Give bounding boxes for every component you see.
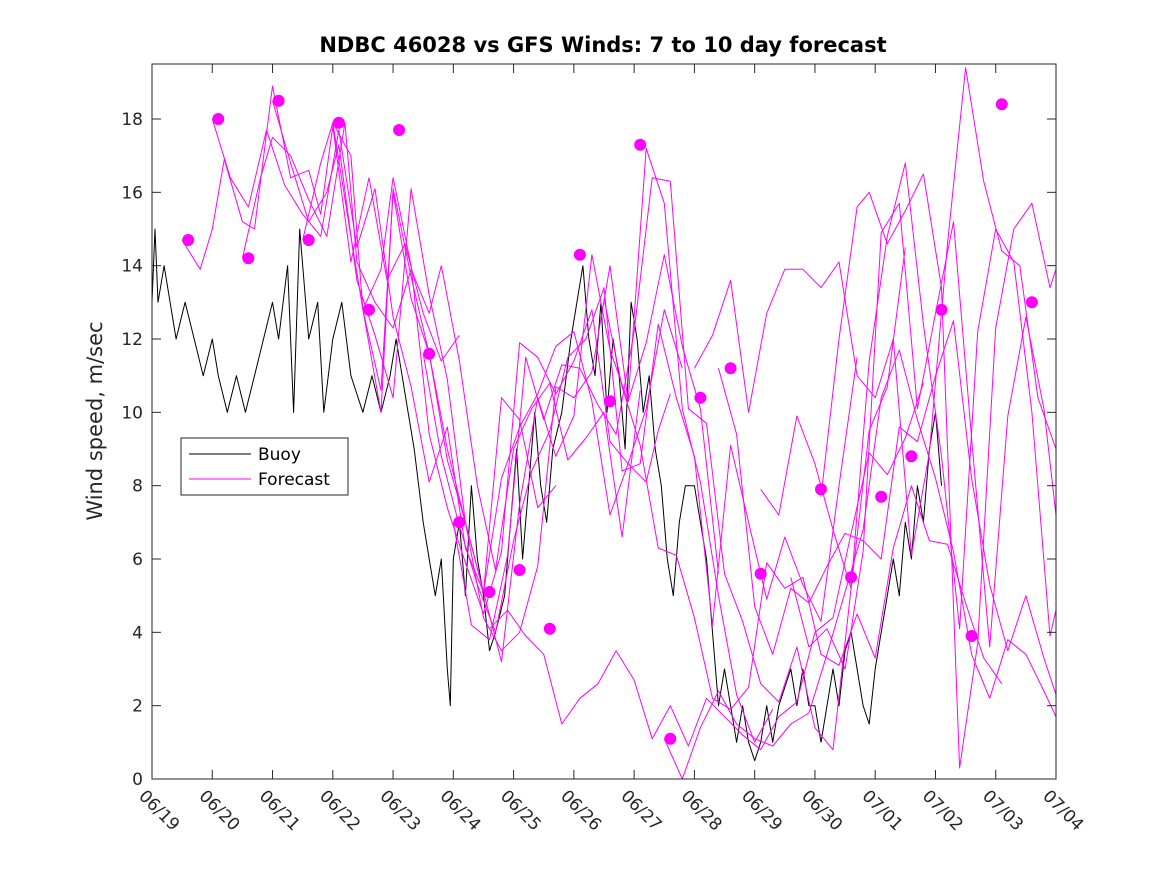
legend-label-forecast: Forecast: [258, 470, 330, 490]
forecast-start-marker: [302, 234, 315, 246]
forecast-start-marker: [1025, 296, 1038, 309]
forecast-7-series-line: [362, 147, 774, 743]
forecast-15-series-line: [790, 202, 1057, 670]
forecast-start-marker: [453, 516, 466, 529]
forecast-start-marker: [634, 138, 647, 151]
forecast-2-series-line: [211, 118, 557, 593]
forecast-start-marker: [573, 248, 586, 261]
y-tick-label: 10: [121, 403, 143, 423]
chart-title: NDBC 46028 vs GFS Winds: 7 to 10 day for…: [319, 33, 886, 57]
series-layer: [151, 67, 1057, 780]
forecast-start-marker: [995, 98, 1008, 111]
forecast-start-marker: [363, 303, 375, 316]
y-tick-label: 18: [121, 110, 143, 130]
forecast-start-marker: [242, 252, 255, 265]
forecast-start-marker: [754, 567, 767, 580]
legend: Buoy Forecast: [180, 437, 349, 496]
forecast-start-marker: [543, 622, 556, 635]
forecast-start-marker: [664, 732, 677, 745]
y-tick-label: 14: [121, 257, 143, 277]
forecast-start-marker: [815, 483, 827, 496]
forecast-12-series-line: [663, 349, 1057, 780]
forecast-8-series-line: [422, 287, 858, 633]
forecast-start-marker: [423, 347, 436, 360]
forecast-13-series-line: [718, 320, 1057, 695]
forecast-start-marker: [182, 234, 195, 246]
forecast-start-marker: [935, 303, 948, 316]
forecast-1-series-line: [181, 85, 460, 362]
forecast-start-marker: [513, 564, 526, 576]
y-tick-label: 12: [121, 330, 143, 350]
buoy-series-line: [151, 228, 942, 762]
forecast-start-marker: [875, 490, 888, 503]
forecast-start-marker: [694, 391, 707, 404]
y-tick-label: 4: [132, 623, 143, 643]
y-tick-label: 0: [132, 770, 143, 790]
forecast-5-series-line: [302, 122, 683, 615]
forecast-start-marker: [272, 94, 285, 107]
legend-label-buoy: Buoy: [258, 445, 301, 465]
forecast-9-series-line: [452, 177, 906, 751]
forecast-start-marker: [212, 113, 225, 125]
forecast-11-series-line: [603, 298, 1003, 710]
y-tick-label: 8: [132, 477, 143, 497]
forecast-start-marker: [604, 395, 616, 408]
forecast-start-marker: [393, 124, 406, 136]
forecast-14-series-line: [760, 162, 1057, 637]
legend-box: [180, 437, 349, 496]
forecast-start-marker: [905, 450, 918, 463]
y-tick-label: 16: [121, 183, 143, 203]
forecast-10-series-line: [489, 382, 924, 751]
forecast-17-series-line: [820, 173, 1057, 769]
forecast-start-marker: [965, 630, 978, 642]
marker-layer: [182, 94, 1038, 745]
forecast-16-series-line: [693, 67, 1057, 556]
forecast-start-marker: [483, 586, 496, 598]
forecast-start-marker: [724, 362, 737, 375]
y-tick-label: 2: [132, 697, 143, 717]
y-axis-label: Wind speed, m/sec: [83, 321, 107, 520]
plot-area-frame: [151, 63, 1057, 780]
y-tick-label: 6: [132, 550, 143, 570]
forecast-start-marker: [332, 116, 345, 129]
forecast-3-series-line: [241, 122, 641, 571]
forecast-start-marker: [845, 571, 858, 584]
